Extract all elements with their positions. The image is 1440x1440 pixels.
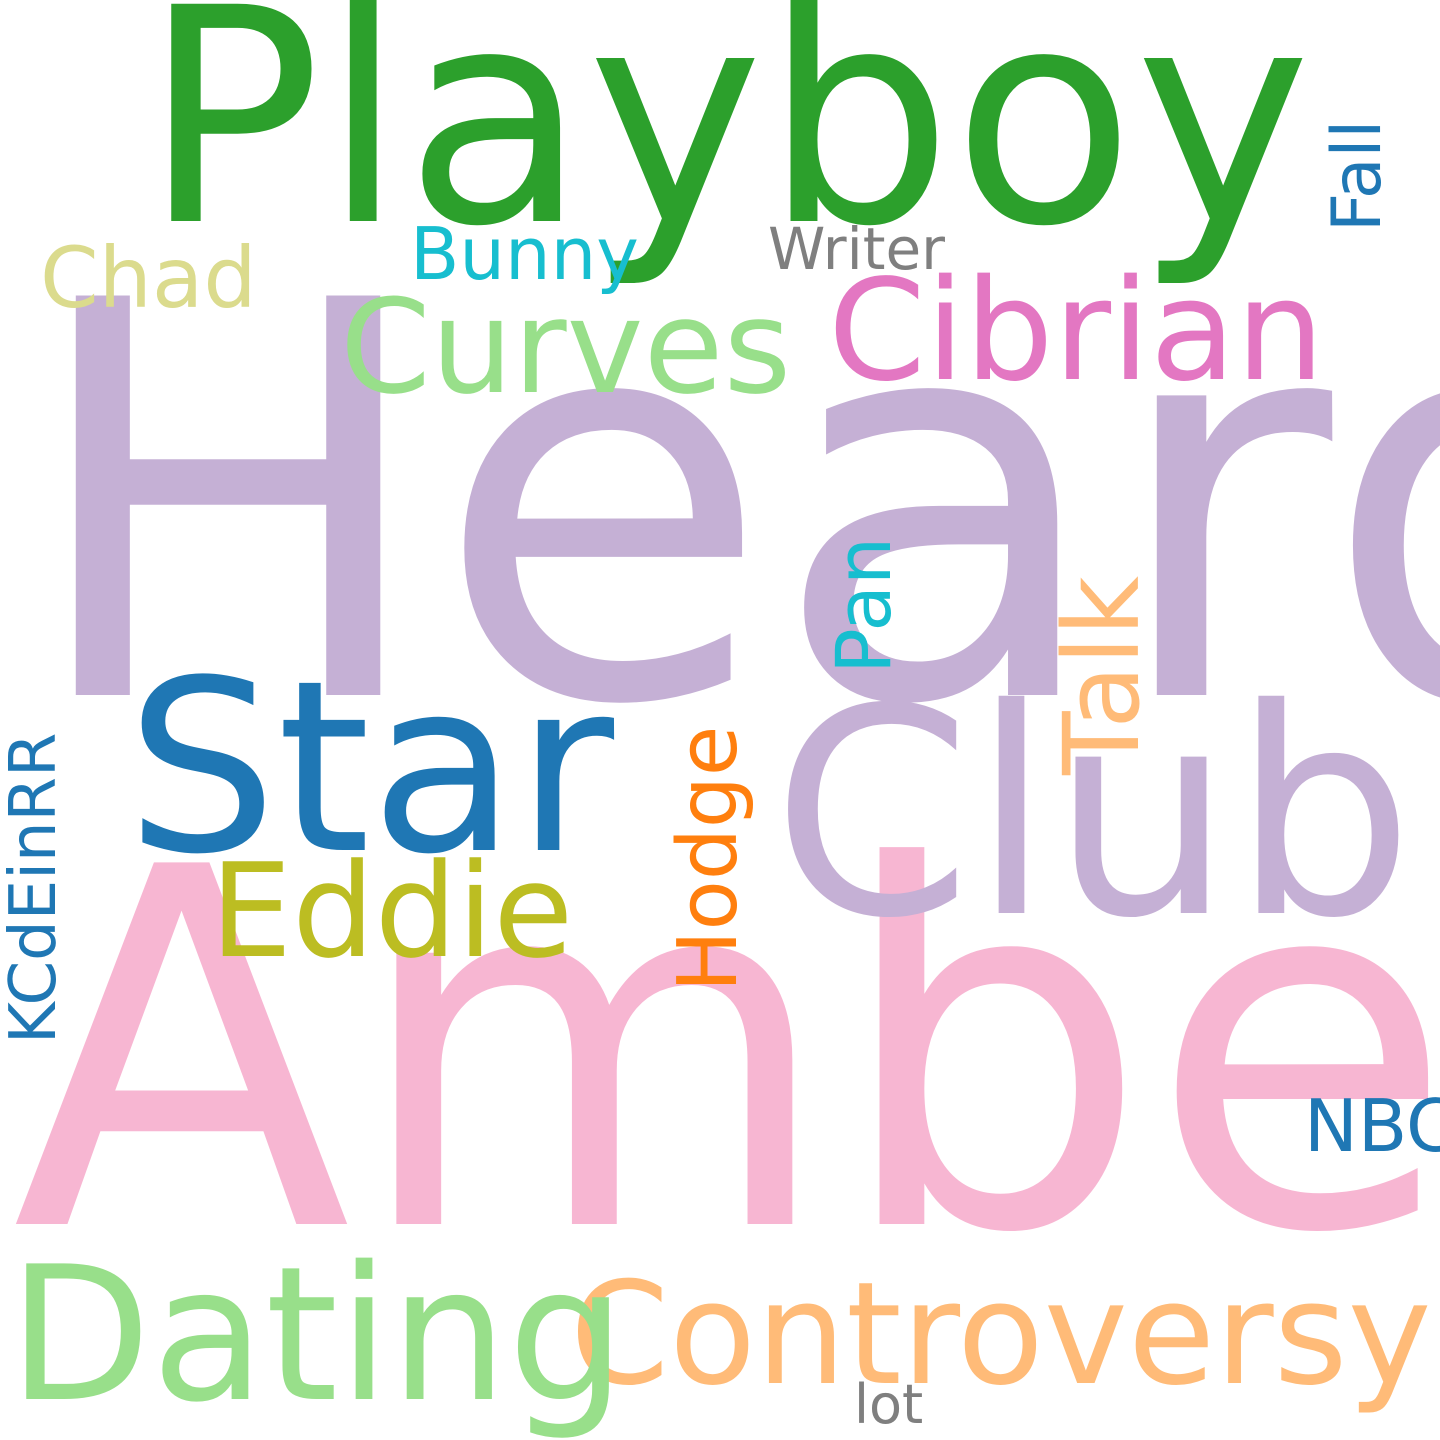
word-club: Club (772, 649, 1414, 981)
word-heard: Heard (22, 187, 1440, 825)
word-dating: Dating (8, 1226, 626, 1440)
word-fall: Fall (1318, 119, 1397, 232)
word-nbc: NBC (1304, 1084, 1440, 1168)
word-hodge: Hodge (661, 725, 756, 992)
word-cibrian: Cibrian (828, 250, 1325, 413)
word-controversy: Controversy (570, 1252, 1432, 1417)
word-writer: Writer (768, 215, 945, 283)
word-star: Star (126, 630, 615, 907)
word-kcdeinrr: KCdEinRR (0, 732, 71, 1045)
word-talk: Talk (1041, 575, 1163, 775)
word-pan: Pan (819, 536, 908, 674)
word-playboy: Playboy (142, 0, 1312, 292)
word-amber: Amber (12, 764, 1440, 1341)
word-curves: Curves (340, 271, 792, 423)
word-lot: lot (854, 1373, 924, 1436)
word-chad: Chad (40, 229, 257, 327)
word-bunny: Bunny (410, 212, 639, 296)
word-eddie: Eddie (210, 835, 574, 987)
